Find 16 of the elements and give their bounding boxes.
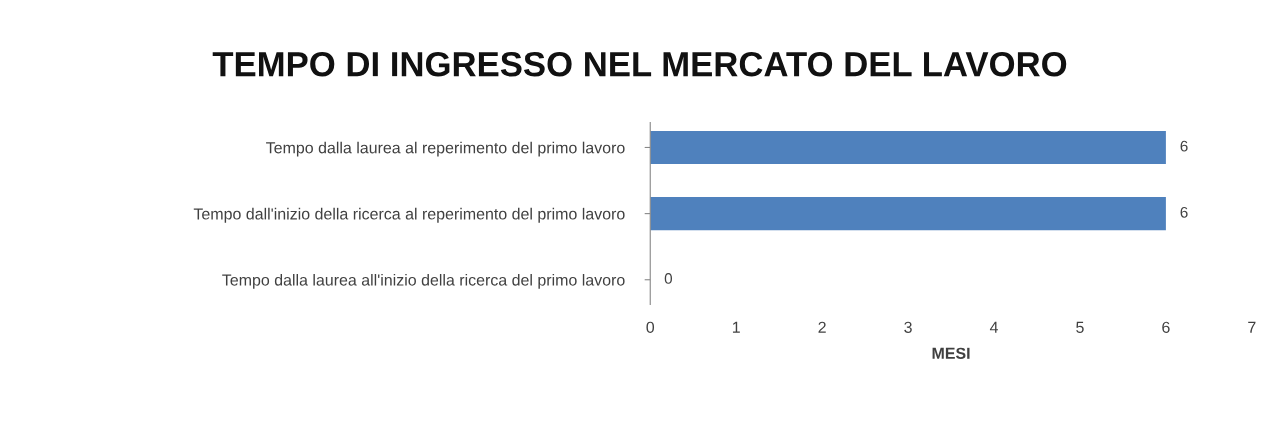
data-label: 0 (664, 273, 673, 284)
x-tick-label: 7 (1248, 321, 1256, 333)
data-label: 6 (1180, 140, 1188, 152)
y-tick-label: Tempo dall'inizio della ricerca al reperimento del primo lavoro (193, 207, 625, 223)
y-tick-label: Tempo dalla laurea al reperimento del primo lavoro (266, 141, 625, 157)
x-tick-label: 0 (646, 321, 655, 333)
data-label: 6 (1180, 206, 1188, 218)
x-tick-label: 1 (732, 321, 740, 333)
x-tick-label: 2 (818, 321, 826, 333)
y-tick-label: Tempo dalla laurea all'inizio della ricerca del primo lavoro (222, 273, 625, 289)
x-axis-title: MESI (932, 347, 970, 359)
x-tick-label: 4 (989, 321, 998, 333)
x-tick-label: 5 (1076, 321, 1084, 333)
x-tick-label: 6 (1162, 321, 1170, 333)
chart-title: TEMPO DI INGRESSO NEL MERCATO DEL LAVORO (212, 51, 1067, 77)
x-tick-label: 3 (904, 321, 912, 333)
